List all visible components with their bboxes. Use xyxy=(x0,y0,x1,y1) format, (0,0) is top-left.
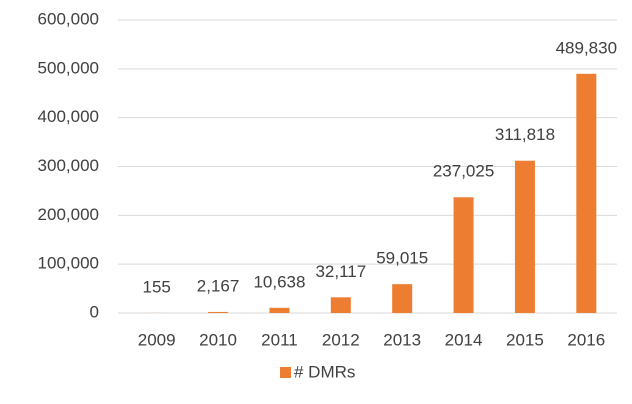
bar xyxy=(208,311,229,313)
data-label: 155 xyxy=(143,277,171,296)
bar xyxy=(269,307,290,313)
y-tick-label: 400,000 xyxy=(38,107,99,126)
x-tick-label: 2011 xyxy=(261,330,298,349)
bar xyxy=(330,297,351,313)
x-tick-label: 2010 xyxy=(199,330,237,349)
legend-label: # DMRs xyxy=(294,362,355,381)
data-label: 311,818 xyxy=(495,125,555,144)
x-tick-label: 2014 xyxy=(445,330,483,349)
y-tick-label: 100,000 xyxy=(38,254,99,273)
y-tick-label: 300,000 xyxy=(38,156,99,175)
x-tick-label: 2009 xyxy=(138,330,176,349)
x-tick-label: 2012 xyxy=(322,330,360,349)
data-label: 59,015 xyxy=(376,249,428,268)
legend-swatch xyxy=(280,367,291,378)
y-tick-label: 200,000 xyxy=(38,205,99,224)
y-tick-label: 500,000 xyxy=(38,58,99,77)
data-label: 10,638 xyxy=(253,272,305,291)
data-label: 32,117 xyxy=(315,262,366,281)
x-tick-label: 2015 xyxy=(506,330,544,349)
bar xyxy=(453,197,474,313)
data-label: 237,025 xyxy=(433,162,494,181)
bar xyxy=(576,73,597,313)
x-tick-label: 2016 xyxy=(567,330,605,349)
data-label: 2,167 xyxy=(197,276,240,295)
bar xyxy=(392,284,413,313)
data-label: 489,830 xyxy=(556,38,617,57)
y-tick-label: 0 xyxy=(90,302,99,321)
bar xyxy=(514,160,535,313)
x-tick-label: 2013 xyxy=(383,330,421,349)
y-tick-label: 600,000 xyxy=(38,9,99,28)
